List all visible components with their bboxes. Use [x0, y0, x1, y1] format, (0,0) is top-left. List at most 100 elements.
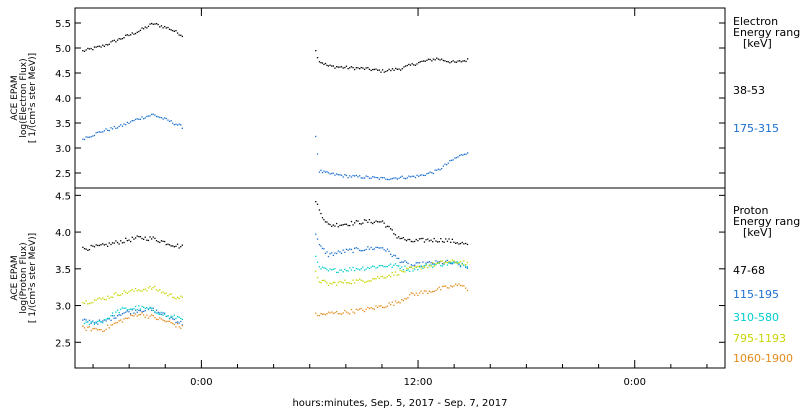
data-point — [431, 172, 433, 174]
data-point — [440, 265, 442, 267]
data-point — [160, 117, 163, 119]
data-point — [362, 177, 364, 179]
data-point — [327, 284, 330, 286]
data-point — [456, 284, 458, 287]
data-point — [381, 69, 384, 71]
data-point — [172, 296, 174, 298]
y-tick-label: 3.0 — [55, 144, 71, 155]
data-point — [399, 267, 401, 270]
data-point — [173, 323, 175, 326]
data-point — [139, 236, 142, 238]
data-point — [134, 287, 137, 290]
data-point — [393, 304, 395, 307]
x-axis-label: hours:minutes, Sep. 5, 2017 - Sep. 7, 20… — [292, 398, 507, 409]
data-point — [456, 261, 458, 263]
data-point — [175, 30, 177, 32]
data-point — [133, 33, 135, 35]
data-point — [433, 265, 435, 267]
data-point — [160, 25, 163, 27]
data-point — [418, 265, 421, 267]
data-point — [381, 247, 384, 249]
data-point — [316, 276, 319, 279]
data-point — [146, 290, 148, 292]
data-point — [85, 300, 87, 302]
data-point — [121, 321, 124, 323]
data-point — [175, 326, 177, 328]
legend-entry: 38-53 — [733, 84, 765, 97]
data-point — [347, 270, 349, 272]
data-point — [149, 306, 151, 308]
legend-title: Energy range — [733, 26, 800, 39]
data-point — [131, 236, 133, 238]
data-point — [429, 58, 431, 61]
data-point — [340, 313, 343, 315]
data-point — [151, 22, 153, 25]
data-point — [126, 240, 128, 242]
data-point — [377, 266, 379, 269]
data-point — [359, 175, 361, 177]
data-point — [365, 67, 367, 69]
data-point — [144, 26, 146, 28]
data-point — [152, 315, 154, 317]
data-point — [134, 305, 137, 308]
data-point — [147, 239, 150, 242]
data-point — [103, 244, 105, 246]
data-point — [324, 314, 327, 316]
data-point — [176, 296, 179, 299]
data-point — [131, 315, 133, 317]
data-point — [162, 319, 164, 321]
data-point — [421, 60, 423, 62]
data-point — [339, 280, 341, 283]
data-point — [139, 313, 142, 316]
data-point — [318, 244, 321, 246]
data-point — [123, 123, 125, 125]
data-point — [157, 116, 159, 118]
series-1060-1900 — [82, 283, 469, 333]
data-point — [336, 252, 338, 255]
data-point — [432, 241, 434, 243]
data-point — [143, 314, 145, 316]
data-point — [418, 266, 421, 268]
data-point — [98, 131, 101, 133]
data-point — [131, 309, 133, 311]
data-point — [147, 308, 150, 310]
data-point — [407, 262, 409, 265]
data-point — [451, 286, 453, 288]
data-point — [170, 316, 172, 319]
data-point — [126, 317, 128, 320]
data-point — [98, 45, 101, 47]
data-point — [401, 299, 403, 301]
data-point — [87, 249, 89, 251]
data-point — [102, 44, 104, 46]
data-point — [149, 23, 151, 25]
data-point — [405, 261, 408, 263]
data-point — [349, 224, 351, 227]
data-point — [367, 280, 369, 282]
data-point — [152, 307, 154, 309]
data-point — [383, 71, 385, 73]
data-point — [362, 280, 364, 282]
data-point — [95, 244, 97, 246]
data-point — [139, 118, 142, 120]
data-point — [160, 311, 163, 313]
data-point — [359, 249, 361, 251]
legend-title: Proton — [733, 204, 768, 217]
data-point — [352, 251, 354, 254]
data-point — [433, 290, 435, 292]
data-point — [401, 68, 403, 70]
data-point — [133, 315, 135, 317]
data-point — [125, 307, 127, 309]
data-point — [128, 317, 130, 319]
data-point — [373, 221, 375, 223]
data-point — [157, 318, 159, 321]
data-point — [446, 240, 449, 242]
data-point — [92, 328, 94, 330]
data-point — [400, 176, 402, 178]
data-point — [365, 175, 367, 177]
data-point — [452, 60, 454, 62]
data-point — [436, 261, 439, 263]
data-point — [167, 119, 169, 121]
data-point — [373, 265, 375, 268]
data-point — [181, 244, 183, 246]
data-point — [123, 290, 125, 292]
